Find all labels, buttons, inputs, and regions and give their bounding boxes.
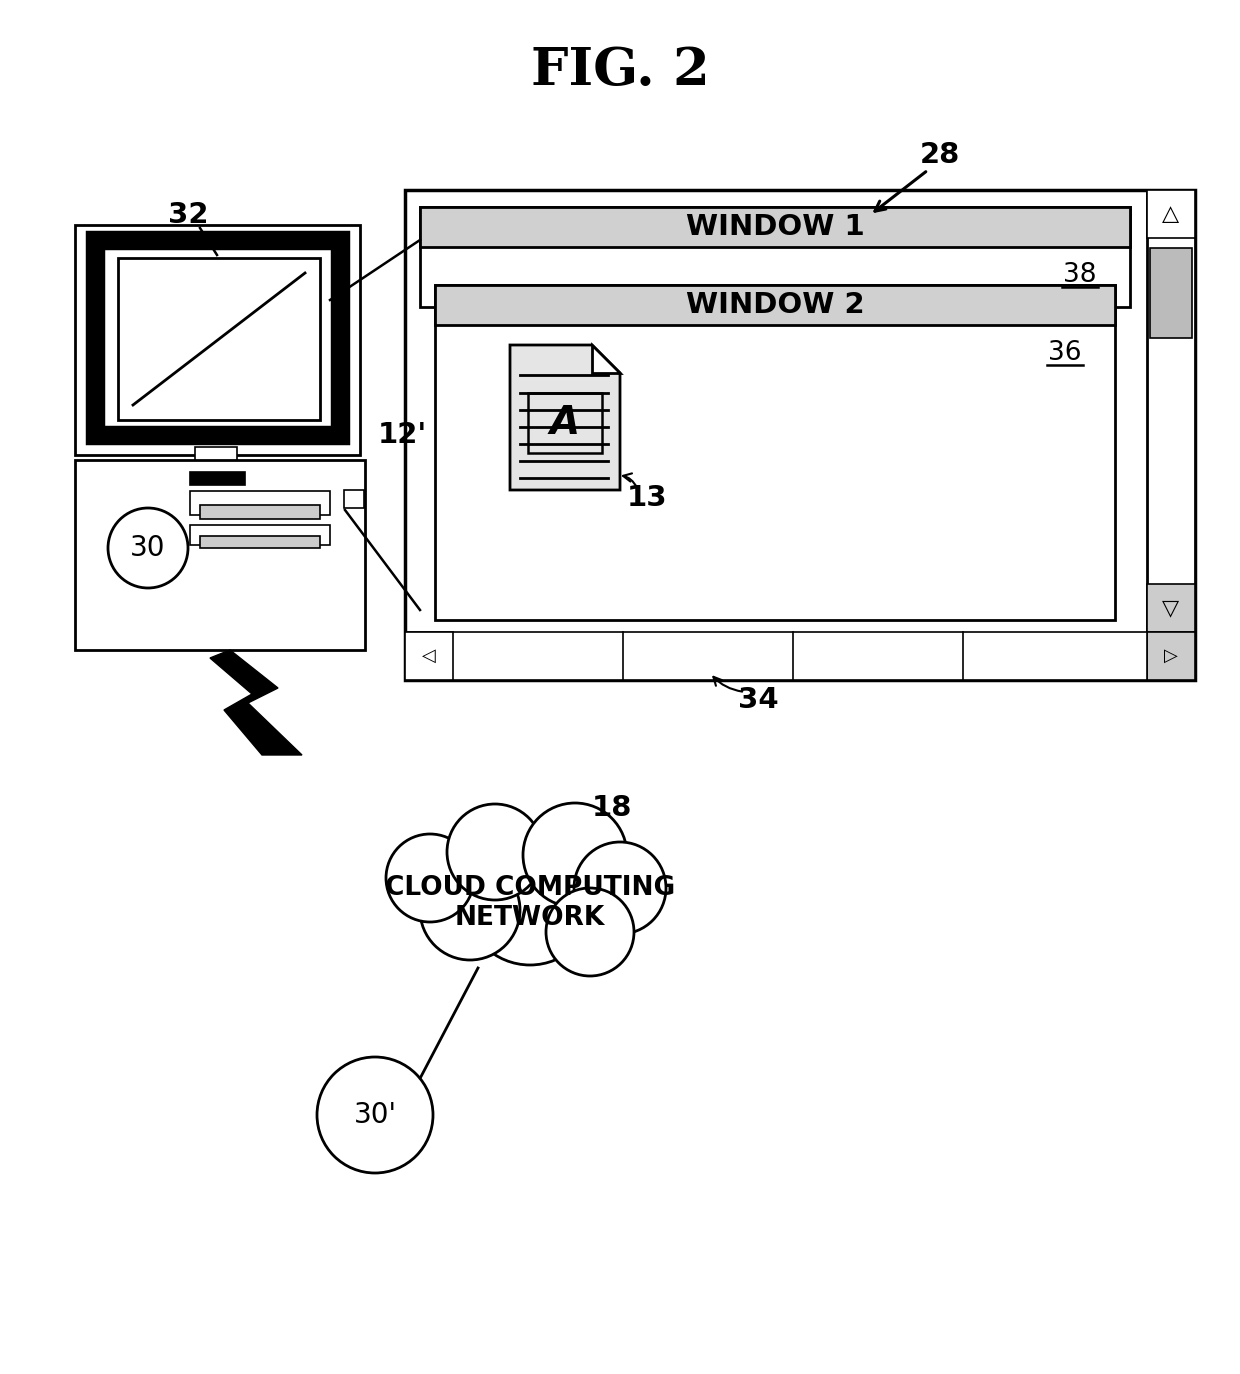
Text: WINDOW 1: WINDOW 1 <box>686 213 864 240</box>
Bar <box>74 225 360 455</box>
Circle shape <box>574 842 666 934</box>
Text: WINDOW 2: WINDOW 2 <box>686 291 864 319</box>
Text: 18: 18 <box>591 794 632 822</box>
Bar <box>190 491 330 515</box>
Bar <box>74 460 365 650</box>
Text: ▷: ▷ <box>1164 647 1178 665</box>
Bar <box>420 207 1130 306</box>
Bar <box>118 258 320 420</box>
Bar <box>343 491 365 508</box>
Bar <box>95 240 340 436</box>
Text: 30': 30' <box>353 1101 397 1129</box>
Text: NETWORK: NETWORK <box>455 905 605 932</box>
Polygon shape <box>591 345 620 372</box>
Text: 12': 12' <box>377 420 427 449</box>
Text: FIG. 2: FIG. 2 <box>531 44 709 96</box>
Text: 36: 36 <box>1048 339 1081 365</box>
Text: 13: 13 <box>626 484 667 513</box>
Bar <box>435 284 1115 620</box>
Text: 32: 32 <box>167 201 208 229</box>
Text: 30: 30 <box>130 534 166 562</box>
Text: 28: 28 <box>920 142 960 169</box>
Circle shape <box>386 834 474 922</box>
Circle shape <box>317 1057 433 1173</box>
Bar <box>200 536 320 548</box>
Bar <box>148 466 284 481</box>
Bar <box>1147 190 1195 680</box>
Bar <box>190 525 330 545</box>
Bar <box>528 393 601 453</box>
Bar <box>195 447 237 467</box>
Text: 34: 34 <box>738 686 779 714</box>
Text: △: △ <box>1162 203 1179 224</box>
Circle shape <box>523 802 627 907</box>
Bar <box>405 190 1195 680</box>
Bar <box>200 506 320 519</box>
Bar <box>190 473 246 485</box>
Text: ◁: ◁ <box>422 647 436 665</box>
Bar <box>1147 632 1195 680</box>
Text: A: A <box>549 404 580 442</box>
Polygon shape <box>210 650 303 754</box>
Bar <box>405 632 453 680</box>
Text: 38: 38 <box>1063 262 1096 289</box>
Circle shape <box>546 888 634 976</box>
Circle shape <box>465 835 595 965</box>
Bar <box>435 284 1115 326</box>
Circle shape <box>446 804 543 900</box>
Circle shape <box>108 508 188 588</box>
Bar <box>1147 584 1195 632</box>
Text: CLOUD COMPUTING: CLOUD COMPUTING <box>384 875 675 901</box>
Bar <box>1147 190 1195 238</box>
Circle shape <box>420 860 520 960</box>
Bar <box>420 207 1130 247</box>
Bar <box>1149 247 1192 338</box>
Polygon shape <box>510 345 620 491</box>
Text: ▽: ▽ <box>1162 598 1179 618</box>
Bar <box>405 632 1147 680</box>
